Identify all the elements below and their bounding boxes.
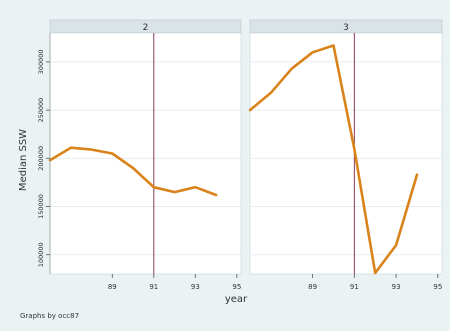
x-tick-label: 91 [350, 283, 359, 291]
panel-2: 2 89 91 93 95 100000 150000 200000 250000 300000 [37, 19, 242, 291]
series-line [248, 44, 419, 275]
y-axis-label: Median SSW [18, 129, 29, 191]
x-tick-label: 95 [232, 283, 241, 291]
y-tick-label: 150000 [37, 194, 45, 219]
x-tick-label: 89 [108, 283, 117, 291]
panel-3: 3 89 91 93 95 [248, 19, 443, 291]
y-tick-label: 100000 [37, 242, 45, 267]
series-line [48, 146, 218, 197]
x-tick-label: 93 [191, 283, 200, 291]
plot-area [49, 32, 242, 275]
x-tick-label: 89 [308, 283, 317, 291]
panel-strip-label: 2 [143, 23, 149, 33]
graphs-by-note: Graphs by occ87 [20, 312, 79, 320]
x-tick-label: 95 [433, 283, 442, 291]
y-tick-label: 300000 [37, 50, 45, 75]
plot-area [249, 32, 443, 275]
x-tick-label: 93 [392, 283, 401, 291]
y-tick-label: 200000 [37, 146, 45, 171]
labels-layer: Median SSW year Graphs by occ87 [18, 129, 248, 320]
y-tick-label: 250000 [37, 98, 45, 123]
x-axis-label: year [225, 294, 248, 305]
panel-strip-label: 3 [343, 23, 349, 33]
x-tick-label: 91 [149, 283, 158, 291]
panels-layer: 2 89 91 93 95 100000 150000 200000 250000 300000 3… [37, 19, 443, 291]
